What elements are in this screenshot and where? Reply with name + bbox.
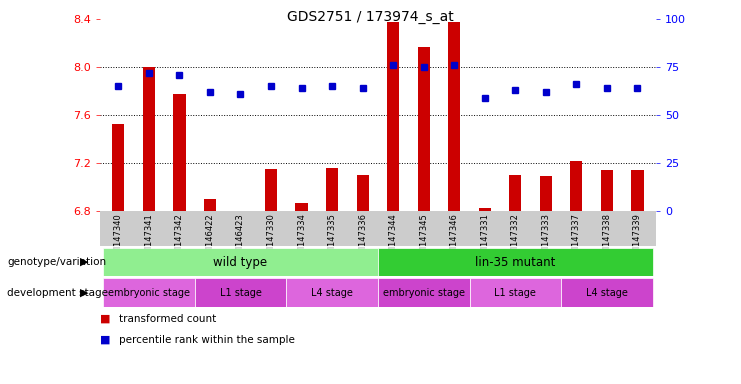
Bar (173, 94, 185, 211)
Text: GSM146423: GSM146423 (236, 213, 245, 264)
Text: embryonic stage: embryonic stage (382, 288, 465, 298)
Text: GSM147331: GSM147331 (480, 213, 489, 264)
Bar (631, 170, 644, 211)
Text: GSM147342: GSM147342 (175, 213, 184, 264)
Bar (143, 67, 155, 211)
Bar (378, 278, 470, 307)
Text: lin-35 mutant: lin-35 mutant (475, 256, 556, 268)
Bar (265, 169, 277, 211)
Text: GSM147333: GSM147333 (542, 213, 551, 264)
Bar (326, 168, 338, 211)
Text: ■: ■ (100, 314, 110, 324)
Bar (539, 176, 552, 211)
Bar (103, 278, 195, 307)
Bar (195, 278, 286, 307)
Bar (387, 22, 399, 211)
Bar (601, 170, 613, 211)
Text: GSM147338: GSM147338 (602, 213, 611, 264)
Text: L1 stage: L1 stage (494, 288, 536, 298)
Bar (103, 248, 378, 276)
Text: L1 stage: L1 stage (219, 288, 262, 298)
Text: GDS2751 / 173974_s_at: GDS2751 / 173974_s_at (287, 10, 454, 23)
Text: GSM147341: GSM147341 (144, 213, 153, 264)
Bar (418, 47, 430, 211)
Bar (204, 199, 216, 211)
Text: GSM147332: GSM147332 (511, 213, 520, 264)
Bar (470, 278, 561, 307)
Text: embryonic stage: embryonic stage (108, 288, 190, 298)
Text: development stage: development stage (7, 288, 108, 298)
Bar (378, 248, 653, 276)
Bar (448, 22, 460, 211)
Text: GSM147344: GSM147344 (389, 213, 398, 264)
Text: GSM147346: GSM147346 (450, 213, 459, 264)
Text: GSM147339: GSM147339 (633, 213, 642, 264)
Text: GSM147334: GSM147334 (297, 213, 306, 264)
Text: GSM147335: GSM147335 (328, 213, 336, 264)
Bar (286, 278, 378, 307)
Text: genotype/variation: genotype/variation (7, 257, 107, 267)
Text: GSM147340: GSM147340 (114, 213, 123, 264)
Text: GSM147337: GSM147337 (572, 213, 581, 264)
Bar (571, 161, 582, 211)
Bar (356, 175, 369, 211)
Text: GSM147345: GSM147345 (419, 213, 428, 264)
Text: transformed count: transformed count (119, 314, 216, 324)
Bar (296, 203, 308, 211)
Bar (561, 278, 653, 307)
Text: GSM147336: GSM147336 (358, 213, 367, 264)
Bar (509, 175, 522, 211)
Text: ▶: ▶ (81, 257, 89, 267)
Text: GSM147330: GSM147330 (267, 213, 276, 264)
Bar (112, 124, 124, 211)
Text: percentile rank within the sample: percentile rank within the sample (119, 335, 294, 345)
Text: GSM146422: GSM146422 (205, 213, 214, 263)
Text: L4 stage: L4 stage (311, 288, 353, 298)
Bar (479, 208, 491, 211)
Text: ■: ■ (100, 335, 110, 345)
Text: L4 stage: L4 stage (586, 288, 628, 298)
Text: wild type: wild type (213, 256, 268, 268)
Text: ▶: ▶ (81, 288, 89, 298)
